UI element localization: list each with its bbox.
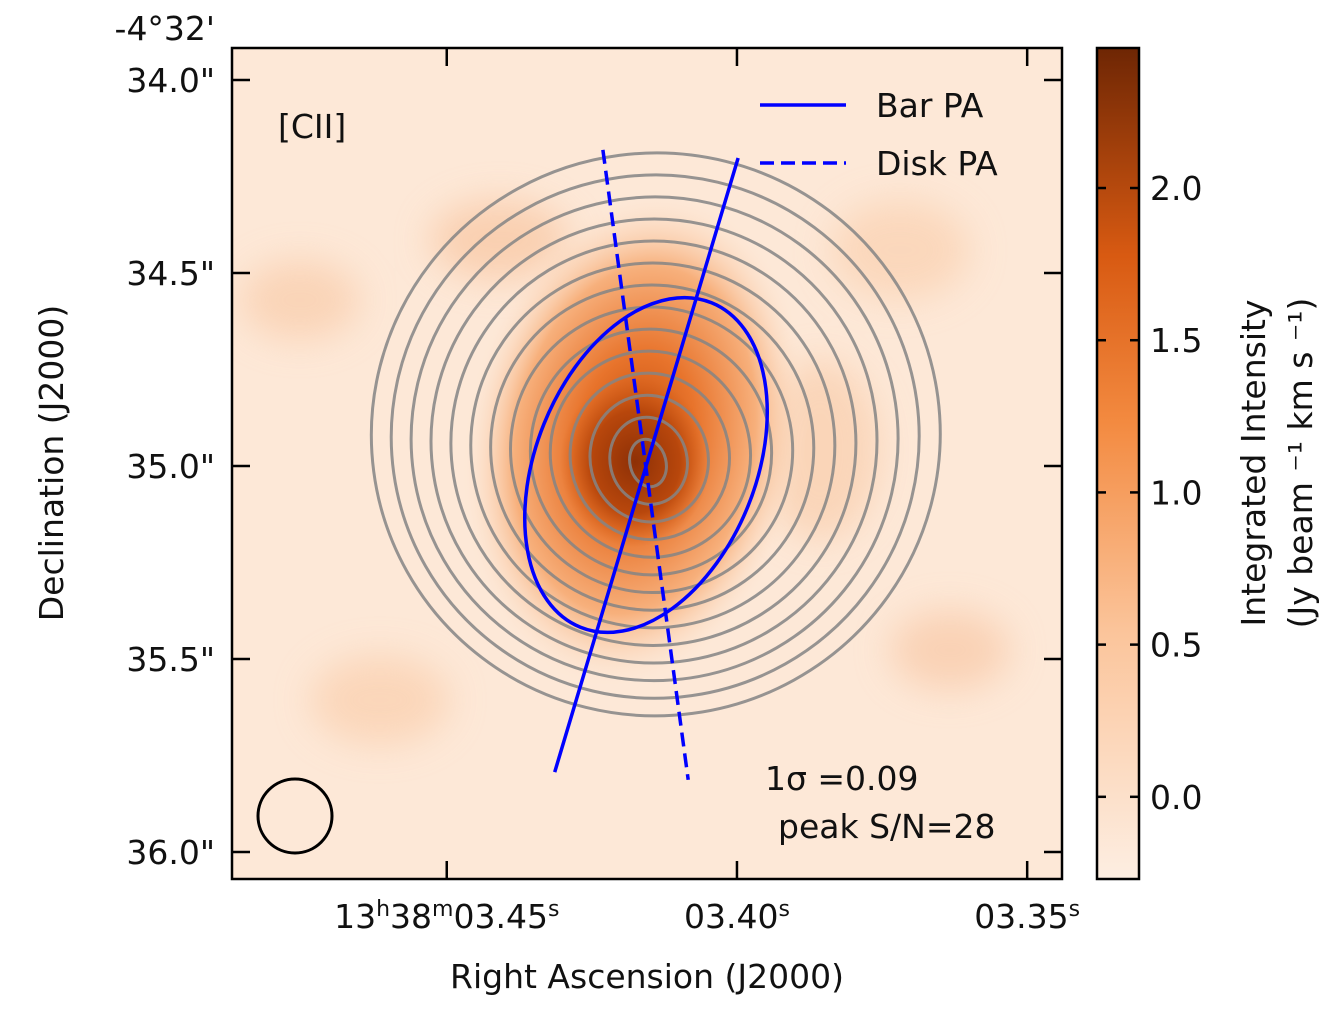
contour <box>469 261 837 630</box>
colorbar-label: Integrated Intensity <box>1234 300 1273 627</box>
colorbar-tick-label: 0.5 <box>1150 626 1202 665</box>
colorbar <box>1095 46 1141 881</box>
contour <box>429 217 879 665</box>
contour <box>548 349 753 559</box>
contour <box>628 437 668 489</box>
contour <box>588 393 710 524</box>
x-tick-label: 03.35s <box>974 897 1080 937</box>
contour <box>409 195 900 683</box>
x-tick-label: 03.40s <box>684 897 790 937</box>
y-tick-label: 35.0" <box>126 447 215 486</box>
contour <box>369 151 942 718</box>
annotation: 1σ =0.09 <box>765 759 919 798</box>
contour <box>509 305 795 595</box>
y-tick-label: 36.0" <box>126 833 215 872</box>
colorbar-tick-label: 1.5 <box>1150 321 1202 360</box>
contour <box>608 415 689 506</box>
y-tick-label: 34.5" <box>126 254 215 293</box>
image <box>232 48 1062 879</box>
contour <box>449 239 858 647</box>
annotation: [CII] <box>278 107 346 146</box>
colorbar-label: (Jy beam ⁻¹ km s ⁻¹) <box>1281 298 1320 629</box>
x-tick-label: 13h38m03.45s <box>334 897 559 937</box>
y-prefix-label: -4°32' <box>115 9 215 48</box>
annotation: peak S/N=28 <box>778 807 995 846</box>
contour <box>568 371 731 542</box>
colorbar-tick-label: 2.0 <box>1150 169 1202 208</box>
x-axis-label: Right Ascension (J2000) <box>450 957 844 996</box>
contour <box>389 173 921 700</box>
colorbar-tick-label: 0.0 <box>1150 778 1202 817</box>
plot-frame <box>230 46 1064 881</box>
pa-line <box>601 149 690 781</box>
legend-label: Bar PA <box>876 86 984 125</box>
colorbar-tick-label: 1.0 <box>1150 473 1202 512</box>
legend-label: Disk PA <box>876 144 998 183</box>
contour <box>528 327 774 577</box>
beam <box>256 777 334 855</box>
y-tick-label: 35.5" <box>126 640 215 679</box>
y-axis-label: Declination (J2000) <box>32 305 71 622</box>
y-tick-label: 34.0" <box>126 61 215 100</box>
